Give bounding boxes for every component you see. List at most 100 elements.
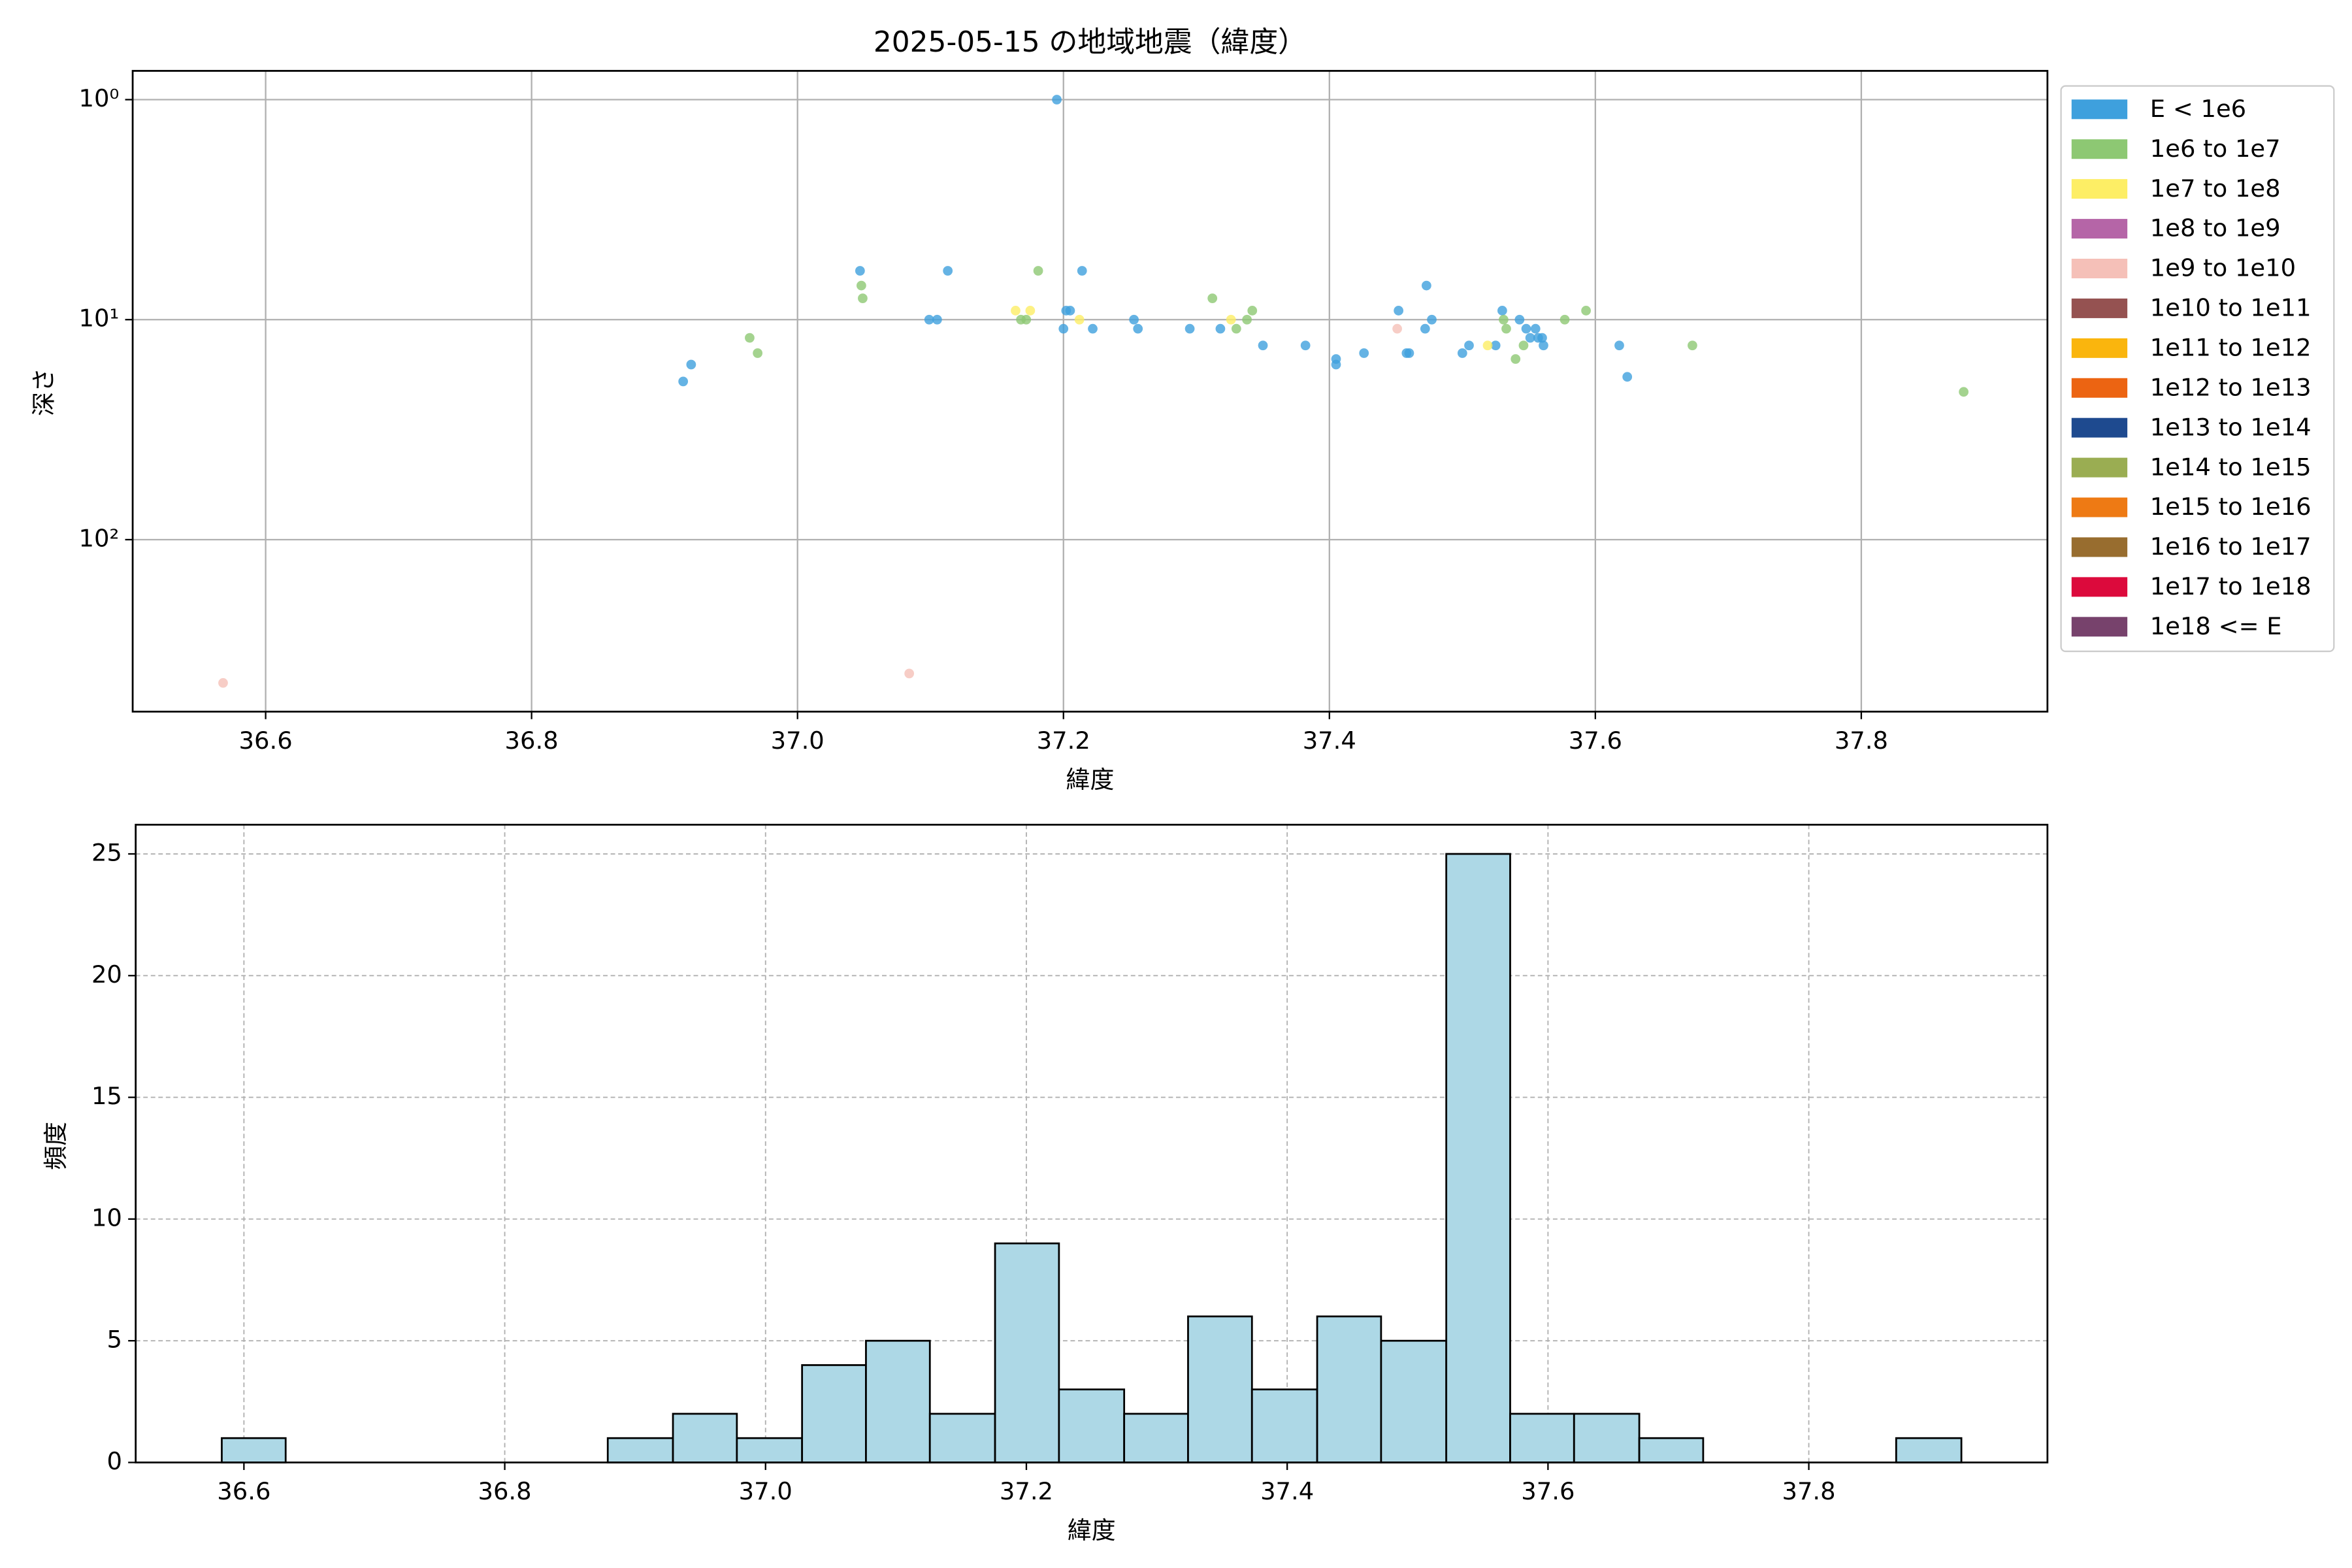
scatter-point: [1499, 314, 1509, 325]
histogram-bar: [221, 1437, 287, 1463]
legend-swatch: [2071, 139, 2128, 159]
y-tick-label: 10²: [79, 524, 120, 552]
scatter-point: [1497, 306, 1507, 316]
scatter-point: [1231, 323, 1241, 334]
legend-label: 1e12 to 1e13: [2150, 373, 2311, 401]
scatter-point: [1011, 306, 1021, 316]
x-tick-label: 37.6: [1569, 727, 1622, 755]
scatter-point: [1537, 333, 1547, 343]
legend: E < 1e6 1e6 to 1e7 1e7 to 1e8 1e8 to 1e9 1e9…: [2060, 85, 2335, 653]
histogram-bar: [606, 1437, 674, 1463]
y-tick-label: 15: [91, 1082, 122, 1110]
x-tick-label: 37.2: [1000, 1477, 1053, 1505]
scatter-point: [1021, 314, 1032, 325]
histogram-bar: [994, 1242, 1060, 1463]
scatter-point: [1129, 314, 1139, 325]
histogram-bar: [1058, 1388, 1126, 1463]
x-tick-label: 37.8: [1835, 727, 1888, 755]
scatter-point: [1464, 340, 1474, 351]
scatter-point: [1300, 340, 1311, 351]
legend-swatch: [2071, 497, 2128, 517]
x-tick-label: 37.6: [1521, 1477, 1575, 1505]
scatter-point: [1074, 314, 1085, 325]
chart-title: 2025-05-15 の地域地震（緯度）: [874, 25, 1307, 59]
legend-swatch: [2071, 617, 2128, 637]
scatter-point: [1207, 293, 1218, 303]
legend-label: E < 1e6: [2150, 95, 2246, 123]
histogram-bar: [736, 1437, 804, 1463]
scatter-point: [943, 266, 953, 276]
scatter-point: [1457, 348, 1467, 358]
scatter-point: [1525, 333, 1535, 343]
legend-label: 1e6 to 1e7: [2150, 135, 2281, 163]
legend-label: 1e14 to 1e15: [2150, 453, 2311, 481]
x-tick-label: 37.0: [739, 1477, 792, 1505]
x-axis-label: 緯度: [1068, 1516, 1116, 1544]
legend-swatch: [2071, 537, 2128, 557]
y-tick-label: 0: [106, 1447, 122, 1475]
scatter-point: [1482, 340, 1493, 351]
scatter-point: [1359, 348, 1369, 358]
scatter-point: [678, 376, 689, 387]
legend-label: 1e15 to 1e16: [2150, 493, 2311, 521]
legend-label: 1e10 to 1e11: [2150, 294, 2311, 322]
scatter-point: [1560, 314, 1570, 325]
legend-swatch: [2071, 259, 2128, 278]
legend-swatch: [2071, 219, 2128, 239]
legend-box: [2060, 85, 2335, 653]
legend-label: 1e8 to 1e9: [2150, 214, 2281, 242]
histogram-bar: [1638, 1437, 1705, 1463]
histogram-bar: [672, 1413, 738, 1463]
legend-label: 1e18 <= E: [2150, 612, 2282, 640]
scatter-point: [858, 293, 868, 303]
scatter-point: [1404, 348, 1414, 358]
legend-label: 1e13 to 1e14: [2150, 413, 2311, 441]
y-tick-label: 10⁰: [79, 84, 120, 112]
legend-swatch: [2071, 338, 2128, 358]
scatter-point: [1688, 340, 1697, 351]
scatter-point: [1420, 323, 1430, 334]
scatter-point: [1392, 323, 1402, 334]
y-tick-label: 20: [91, 960, 122, 988]
scatter-point: [857, 280, 866, 291]
histogram-bar: [1123, 1413, 1189, 1463]
histogram-bar: [1895, 1437, 1963, 1463]
legend-label: 1e7 to 1e8: [2150, 174, 2281, 203]
x-axis-label: 緯度: [1066, 766, 1115, 794]
scatter-point: [753, 348, 763, 358]
scatter-point: [1511, 354, 1521, 364]
histogram-bar: [1573, 1413, 1641, 1463]
scatter-point: [1331, 359, 1341, 370]
legend-swatch: [2071, 298, 2128, 318]
scatter-point: [1226, 314, 1236, 325]
scatter-point: [1077, 266, 1087, 276]
scatter-point: [1242, 314, 1252, 325]
scatter-point: [1530, 323, 1541, 334]
scatter-point: [1518, 340, 1529, 351]
legend-swatch: [2071, 457, 2128, 478]
x-tick-label: 36.6: [239, 727, 293, 755]
scatter-point: [1959, 387, 1969, 397]
histogram-bar: [1380, 1339, 1448, 1463]
histogram-bar: [928, 1413, 996, 1463]
scatter-point: [1247, 306, 1258, 316]
y-tick-label: 25: [91, 839, 122, 867]
scatter-point: [1514, 314, 1525, 325]
scatter-point: [1490, 340, 1501, 351]
scatter-point: [1394, 306, 1404, 316]
x-tick-label: 37.0: [771, 727, 825, 755]
scatter-point: [1052, 95, 1062, 105]
scatter-point: [932, 314, 942, 325]
scatter-point: [1025, 306, 1036, 316]
scatter-point: [904, 668, 915, 679]
legend-label: 1e17 to 1e18: [2150, 572, 2311, 600]
x-tick-label: 36.8: [505, 727, 559, 755]
legend-label: 1e9 to 1e10: [2150, 254, 2296, 282]
scatter-point: [218, 678, 228, 688]
scatter-point: [1581, 306, 1591, 316]
plot-frame: [135, 823, 2049, 1463]
scatter-point: [924, 314, 934, 325]
legend-label: 1e11 to 1e12: [2150, 334, 2311, 362]
y-tick-label: 10¹: [79, 304, 120, 333]
